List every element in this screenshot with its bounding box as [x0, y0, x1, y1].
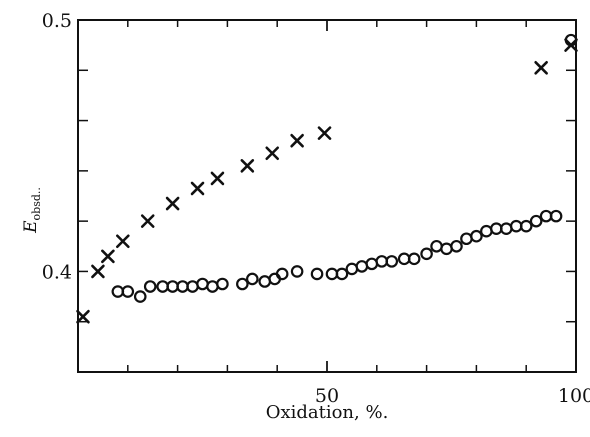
circle-marker: [549, 209, 563, 223]
circle-marker: [397, 252, 411, 266]
circle-marker: [539, 209, 553, 223]
circle-marker: [420, 247, 433, 261]
x-axis-title: Oxidation, %.: [266, 402, 389, 423]
circle-marker: [365, 257, 379, 271]
circle-marker: [564, 33, 578, 47]
cross-marker: [140, 214, 155, 228]
y-tick-label: 0.4: [42, 261, 72, 283]
y-tick-label: 0.5: [42, 10, 72, 32]
data-markers: [76, 33, 578, 324]
cross-marker: [240, 159, 255, 173]
y-tick-labels: 0.4 0.5: [42, 10, 72, 283]
circle-marker: [111, 285, 125, 298]
circle-marker: [196, 277, 209, 291]
circle-marker: [268, 272, 282, 286]
cross-marker: [91, 264, 105, 279]
circle-marker: [499, 222, 513, 235]
circle-marker: [480, 224, 493, 238]
circle-marker: [206, 280, 219, 293]
circle-marker: [450, 239, 463, 253]
cross-marker: [317, 126, 332, 140]
circle-marker: [156, 280, 169, 293]
circle-marker: [490, 222, 503, 235]
circle-marker: [275, 267, 289, 281]
circle-marker: [176, 280, 189, 293]
y-axis-title-main: E: [21, 220, 41, 234]
circle-marker: [166, 280, 179, 293]
circle-marker: [290, 265, 304, 278]
circle-marker: [470, 229, 483, 243]
plot-frame: [77, 19, 577, 373]
circle-marker: [375, 255, 389, 268]
cross-marker: [534, 60, 548, 75]
circle-marker: [519, 219, 533, 233]
circle-marker: [407, 252, 421, 266]
y-axis-title-sub: obsd..: [30, 187, 43, 220]
axis-ticks: [78, 20, 576, 372]
circle-marker: [355, 260, 369, 273]
cross-marker: [190, 181, 205, 196]
circle-marker: [186, 280, 199, 293]
cross-marker: [265, 146, 280, 161]
circle-marker: [121, 285, 135, 298]
circle-marker: [440, 242, 453, 256]
circle-marker: [310, 267, 324, 281]
circle-marker: [335, 267, 349, 281]
circle-marker: [345, 262, 359, 276]
circle-marker: [143, 280, 157, 293]
circle-marker: [385, 255, 399, 268]
y-axis-title: Eobsd..: [21, 187, 43, 234]
circle-marker: [133, 290, 147, 303]
x-tick-labels: 50 100: [315, 385, 590, 407]
cross-marker: [116, 234, 130, 249]
cross-marker: [101, 249, 115, 264]
circle-marker: [246, 272, 259, 286]
cross-marker: [290, 133, 304, 148]
circle-marker: [216, 277, 229, 291]
circle-marker: [236, 277, 249, 291]
circle-marker: [258, 275, 272, 288]
cross-marker: [76, 309, 90, 324]
cross-marker: [165, 196, 180, 211]
cross-marker: [210, 171, 225, 186]
circle-marker: [509, 219, 523, 233]
x-tick-label: 50: [315, 385, 339, 407]
circle-marker: [460, 232, 473, 246]
circle-marker: [325, 267, 339, 281]
x-tick-label: 100: [558, 385, 590, 407]
circle-marker: [430, 239, 443, 253]
circle-marker: [529, 214, 543, 228]
